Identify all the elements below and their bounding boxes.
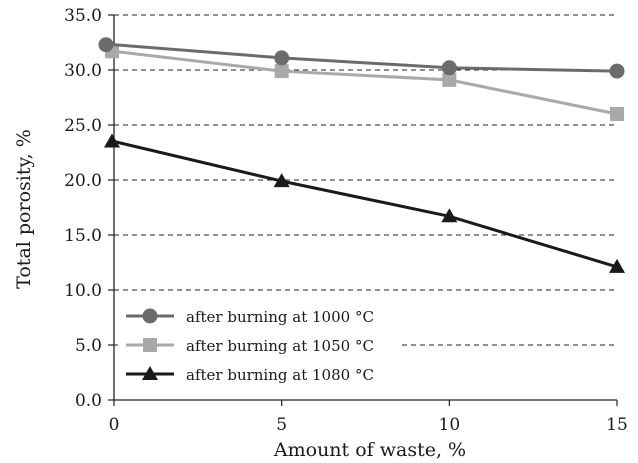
- legend-label-1: after burning at 1050 °C: [186, 337, 374, 355]
- y-tick-label-2: 10.0: [64, 281, 102, 301]
- grid-lines: [114, 14, 617, 346]
- x-tick-label-3: 15: [606, 415, 628, 435]
- y-tick-label-7: 35.0: [64, 6, 102, 26]
- legend-label-2: after burning at 1080 °C: [186, 366, 374, 384]
- series-line-2: [113, 140, 618, 269]
- legend-marker-2: [142, 366, 158, 380]
- series-group: [98, 37, 625, 273]
- y-tick-label-4: 20.0: [64, 171, 102, 191]
- series-0-point-2: [441, 60, 457, 76]
- x-tick-label-1: 5: [276, 415, 287, 435]
- x-tick-label-0: 0: [109, 415, 120, 435]
- series-1-point-2: [442, 72, 457, 87]
- y-tick-label-3: 15.0: [64, 226, 102, 246]
- series-1-point-1: [274, 64, 289, 79]
- series-0-point-1: [274, 50, 290, 66]
- y-tick-label-0: 0.0: [75, 391, 102, 411]
- y-tick-label-6: 30.0: [64, 61, 102, 81]
- series-2-point-1: [273, 173, 290, 188]
- series-0-point-3: [609, 63, 625, 79]
- series-0-point-0: [98, 37, 114, 53]
- y-axis-ticks: 0.0 5.0 10.0 15.0 20.0 25.0 30.0 35.0: [64, 6, 114, 411]
- series-2-point-2: [441, 208, 458, 223]
- x-axis-ticks: 0 5 10 15: [109, 400, 628, 435]
- y-axis-title: Total porosity, %: [13, 129, 35, 289]
- series-2-point-3: [609, 258, 625, 273]
- x-tick-label-2: 10: [439, 415, 461, 435]
- series-2-point-0: [104, 133, 120, 148]
- legend-marker-1: [143, 338, 157, 352]
- x-axis-title: Amount of waste, %: [273, 439, 466, 461]
- series-line-0: [113, 43, 618, 73]
- axes: [113, 15, 617, 401]
- series-line-1: [113, 49, 618, 116]
- legend-label-0: after burning at 1000 °C: [186, 308, 374, 326]
- series-1-point-3: [610, 107, 624, 121]
- legend: after burning at 1000 °C after burning at…: [118, 300, 400, 392]
- legend-marker-0: [142, 308, 158, 324]
- y-tick-label-5: 25.0: [64, 116, 102, 136]
- y-tick-label-1: 5.0: [75, 336, 102, 356]
